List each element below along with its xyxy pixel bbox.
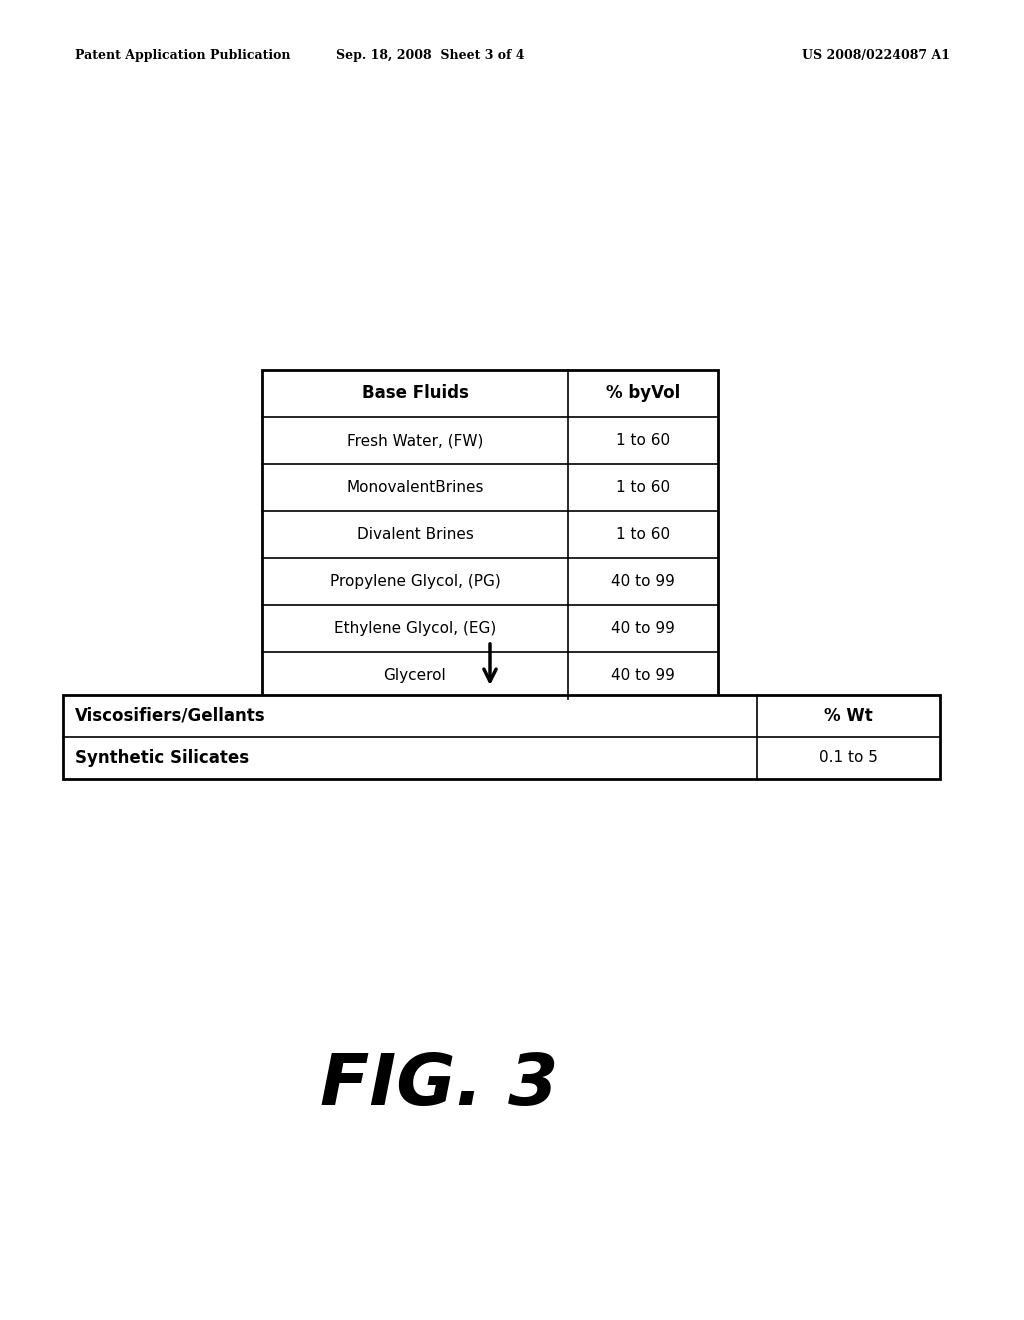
Text: US 2008/0224087 A1: US 2008/0224087 A1	[802, 49, 950, 62]
Text: Sep. 18, 2008  Sheet 3 of 4: Sep. 18, 2008 Sheet 3 of 4	[336, 49, 524, 62]
Text: 0.1 to 5: 0.1 to 5	[819, 751, 878, 766]
Text: 1 to 60: 1 to 60	[616, 433, 670, 447]
Text: Synthetic Silicates: Synthetic Silicates	[75, 748, 249, 767]
Text: Propylene Glycol, (PG): Propylene Glycol, (PG)	[330, 574, 501, 589]
Text: Ethylene Glycol, (EG): Ethylene Glycol, (EG)	[334, 620, 496, 636]
Text: % Wt: % Wt	[824, 708, 872, 725]
Text: Base Fluids: Base Fluids	[361, 384, 468, 403]
Text: Viscosifiers/Gellants: Viscosifiers/Gellants	[75, 708, 265, 725]
Text: 1 to 60: 1 to 60	[616, 527, 670, 543]
Bar	[63, 696, 940, 779]
Text: % byVol: % byVol	[606, 384, 680, 403]
Text: MonovalentBrines: MonovalentBrines	[346, 480, 483, 495]
Text: 40 to 99: 40 to 99	[611, 574, 675, 589]
Text: FIG. 3: FIG. 3	[319, 1051, 558, 1119]
Text: 40 to 99: 40 to 99	[611, 620, 675, 636]
Text: Patent Application Publication: Patent Application Publication	[75, 49, 291, 62]
Text: Fresh Water, (FW): Fresh Water, (FW)	[347, 433, 483, 447]
Text: 40 to 99: 40 to 99	[611, 668, 675, 682]
Text: Divalent Brines: Divalent Brines	[356, 527, 473, 543]
Bar	[262, 370, 718, 700]
Text: 1 to 60: 1 to 60	[616, 480, 670, 495]
Text: Glycerol: Glycerol	[384, 668, 446, 682]
